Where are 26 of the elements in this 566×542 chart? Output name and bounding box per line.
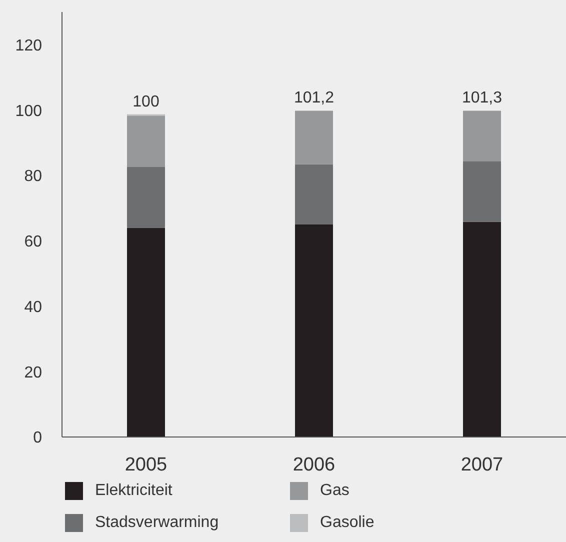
- y-tick-label: 20: [24, 364, 42, 382]
- y-tick-label: 40: [24, 298, 42, 316]
- y-tick-label: 0: [33, 430, 42, 447]
- bar: [295, 110, 333, 164]
- bar: [127, 116, 165, 167]
- y-tick-label: 120: [15, 37, 42, 54]
- legend-label: Gas: [320, 482, 350, 500]
- bar: [463, 110, 501, 162]
- y-tick-label: 100: [15, 102, 42, 120]
- x-tick-label: 2006: [292, 454, 336, 476]
- bar: [127, 166, 165, 228]
- annotation: 101,2: [294, 90, 334, 107]
- bar: [295, 164, 333, 224]
- bar: [127, 228, 165, 437]
- bar: [463, 222, 501, 437]
- bar: [463, 161, 501, 222]
- legend-label: Elektriciteit: [95, 482, 172, 500]
- x-tick-label: 2007: [460, 454, 504, 476]
- x-tick-label: 2005: [124, 454, 168, 476]
- bar: [295, 224, 333, 437]
- annotation: 101,3: [462, 90, 502, 107]
- y-tick-label: 60: [24, 234, 42, 251]
- y-tick-label: 80: [24, 168, 42, 186]
- annotation: 100: [132, 93, 160, 110]
- legend-label: Stadsverwarming: [95, 514, 219, 532]
- legend-label: Gasolie: [320, 514, 374, 532]
